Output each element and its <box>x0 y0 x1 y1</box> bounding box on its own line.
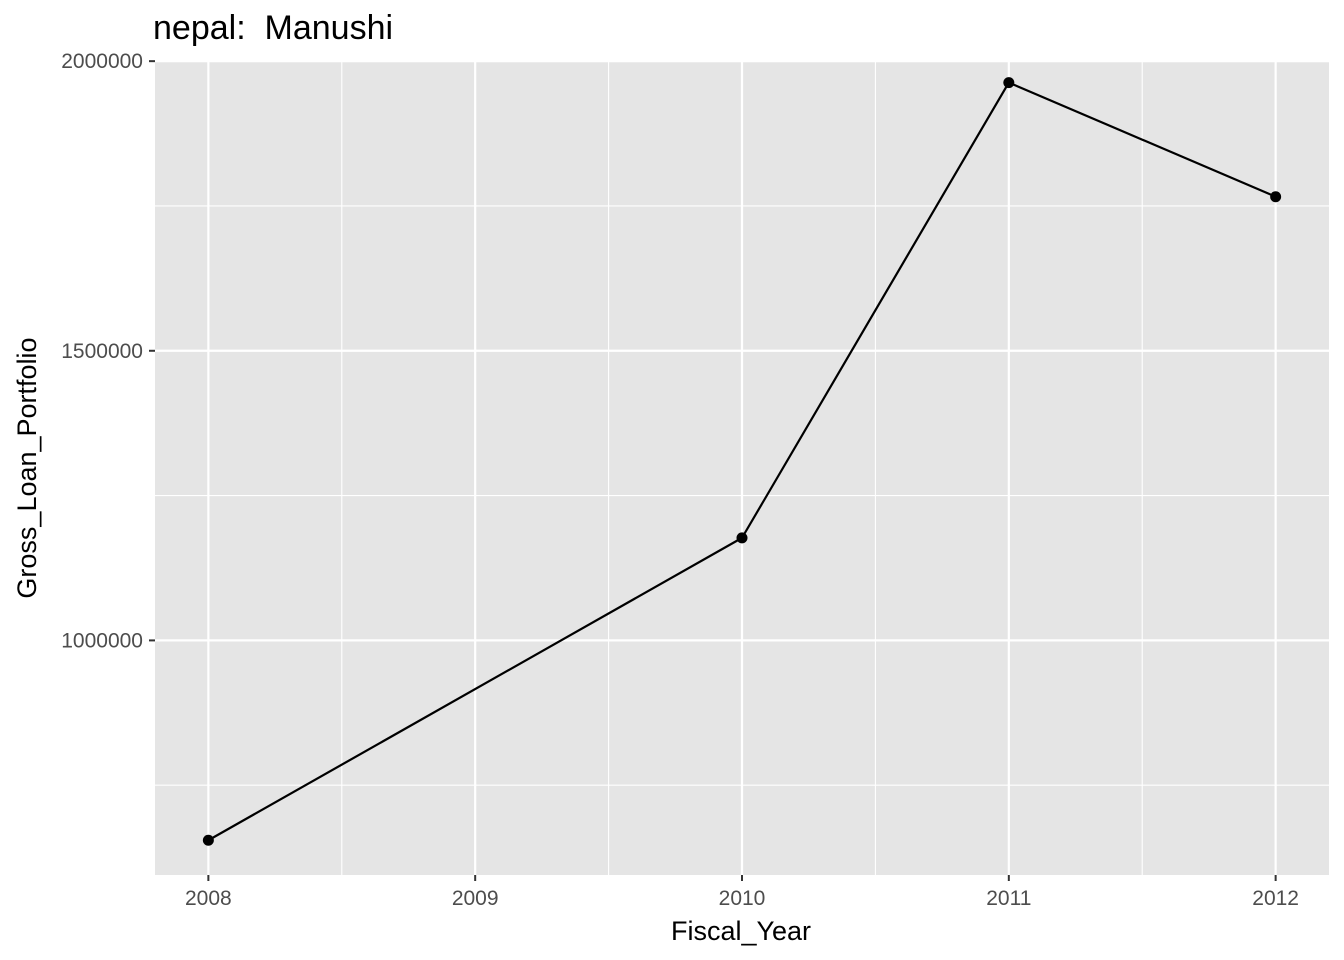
data-point <box>202 834 214 846</box>
y-axis-title: Gross_Loan_Portfolio <box>12 337 42 598</box>
y-tick-label: 2000000 <box>61 50 143 73</box>
x-tick-label: 2012 <box>1252 887 1299 910</box>
x-tick-label: 2008 <box>185 887 232 910</box>
x-axis-title: Fiscal_Year <box>671 916 811 946</box>
y-tick-label: 1000000 <box>61 629 143 652</box>
x-tick-label: 2010 <box>719 887 766 910</box>
x-tick-label: 2009 <box>452 887 499 910</box>
series-layer <box>202 77 1282 846</box>
x-tick-label: 2011 <box>986 887 1031 910</box>
axis-ticks <box>149 60 1277 881</box>
tick-labels: 2008 2009 2010 2011 2012 1000000 1500000 200000… <box>61 50 1299 910</box>
data-point <box>736 532 748 544</box>
major-gridlines <box>155 60 1329 875</box>
data-point <box>1003 77 1015 89</box>
chart-title: nepal: Manushi <box>153 9 393 47</box>
series-line <box>207 81 1277 842</box>
y-tick-label: 1500000 <box>61 340 143 363</box>
data-point <box>1270 191 1282 203</box>
